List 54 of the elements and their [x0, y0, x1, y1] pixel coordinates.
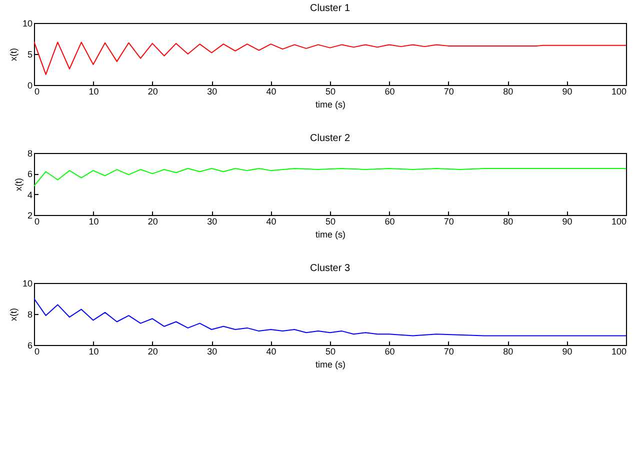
line-series — [34, 41, 626, 75]
x-tick-label: 70 — [444, 216, 454, 226]
x-tick-label: 30 — [207, 216, 218, 226]
y-axis-title: x(t) — [8, 308, 18, 321]
x-axis-title: time (s) — [316, 360, 346, 370]
line-series — [34, 168, 626, 187]
y-tick-label: 8 — [27, 148, 32, 158]
x-tick-label: 50 — [325, 86, 336, 96]
x-tick-label: 10 — [88, 346, 99, 356]
x-tick-label: 0 — [34, 216, 40, 226]
x-tick-label: 20 — [148, 86, 158, 96]
x-tick-label: 20 — [148, 346, 158, 356]
y-tick-label: 10 — [22, 18, 32, 28]
y-axis-title: x(t) — [13, 178, 24, 191]
x-tick-label: 60 — [384, 346, 395, 356]
x-tick-label: 80 — [503, 346, 514, 356]
chart-title: Cluster 3 — [310, 263, 350, 274]
chart-title: Cluster 2 — [310, 133, 350, 144]
x-tick-label: 60 — [384, 216, 395, 226]
y-tick-label: 4 — [27, 190, 32, 200]
x-tick-label: 10 — [88, 86, 99, 96]
x-axis-title: time (s) — [316, 100, 346, 110]
x-tick-label: 40 — [266, 216, 276, 226]
line-series — [34, 298, 626, 336]
x-axis-title: time (s) — [316, 230, 346, 240]
x-tick-label: 50 — [325, 346, 336, 356]
x-tick-label: 40 — [266, 86, 276, 96]
y-tick-label: 2 — [27, 210, 32, 220]
x-tick-label: 90 — [562, 86, 572, 96]
x-tick-label: 100 — [611, 86, 626, 96]
x-tick-label: 60 — [384, 86, 395, 96]
y-tick-label: 6 — [27, 340, 32, 350]
x-tick-label: 70 — [444, 86, 454, 96]
x-tick-label: 100 — [611, 216, 626, 226]
x-tick-label: 30 — [207, 346, 218, 356]
y-axis-title: x(t) — [8, 48, 18, 61]
y-tick-label: 10 — [22, 278, 32, 288]
y-tick-label: 6 — [27, 169, 32, 180]
chart-title: Cluster 1 — [310, 3, 350, 14]
x-tick-label: 20 — [148, 216, 158, 226]
x-tick-label: 80 — [503, 86, 514, 96]
x-tick-label: 30 — [207, 86, 218, 96]
x-tick-label: 90 — [562, 346, 572, 356]
x-tick-label: 0 — [34, 86, 40, 96]
x-tick-label: 50 — [325, 216, 336, 226]
x-tick-label: 100 — [611, 346, 626, 356]
x-tick-label: 80 — [503, 216, 514, 226]
x-tick-label: 10 — [88, 216, 99, 226]
x-tick-label: 40 — [266, 346, 276, 356]
x-tick-label: 0 — [34, 346, 40, 356]
y-tick-label: 5 — [27, 50, 32, 60]
x-tick-label: 70 — [444, 346, 454, 356]
y-tick-label: 8 — [27, 310, 32, 320]
x-tick-label: 90 — [562, 216, 572, 226]
